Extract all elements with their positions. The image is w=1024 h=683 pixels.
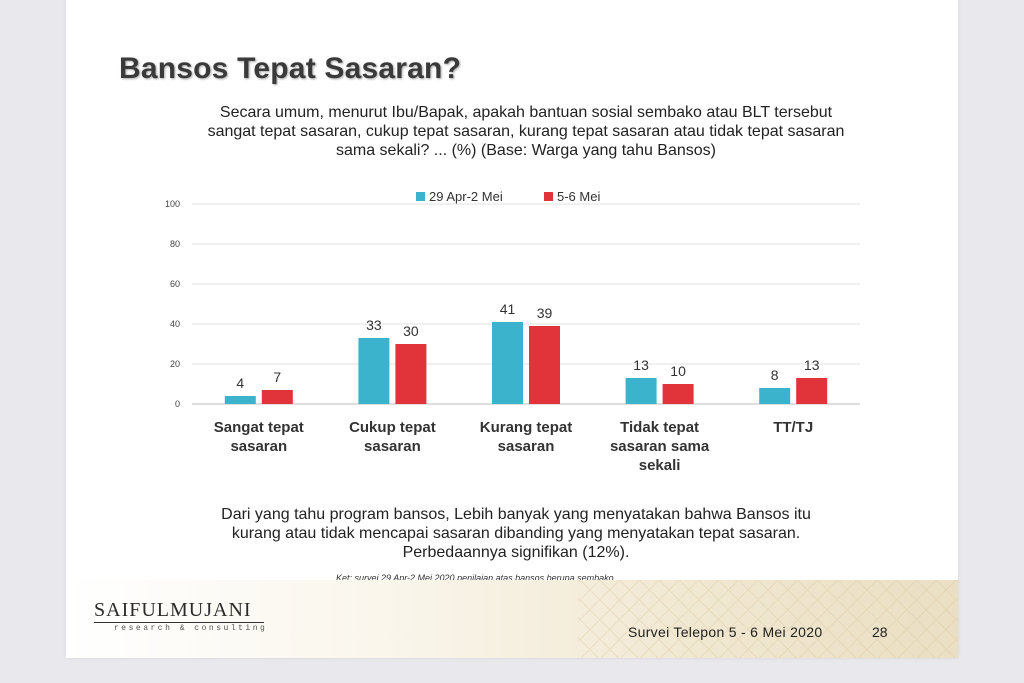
conclusion-text: Dari yang tahu program bansos, Lebih ban… <box>166 505 866 562</box>
bar-chart: 0 20 40 60 80 100 29 Apr-2 Mei 5-6 Mei 4 7 Sangat … <box>165 189 860 474</box>
slide: Bansos Tepat Sasaran? Secara umum, menur… <box>66 0 958 658</box>
category-label: sasaran <box>364 438 421 455</box>
bar <box>261 390 293 404</box>
legend-label: 29 Apr-2 Mei <box>429 189 503 204</box>
data-label: 10 <box>670 363 686 379</box>
survey-label: Survei Telepon 5 - 6 Mei 2020 <box>628 624 823 640</box>
footer-pattern <box>578 580 958 658</box>
question-line-1: Secara umum, menurut Ibu/Bapak, apakah b… <box>219 104 833 121</box>
data-label: 4 <box>236 375 244 391</box>
bar <box>759 388 791 404</box>
slide-title: Bansos Tepat Sasaran? <box>119 52 462 85</box>
question-line-3: sama sekali? ... (%) (Base: Warga yang t… <box>335 142 716 159</box>
y-tick-label: 40 <box>170 319 180 329</box>
bar <box>662 384 694 404</box>
category-label: sekali <box>639 457 681 474</box>
legend-label: 5-6 Mei <box>557 189 600 204</box>
data-label: 7 <box>273 369 281 385</box>
conclusion-line-3: Perbedaannya signifikan (12%). <box>402 544 630 561</box>
data-label: 30 <box>403 323 419 339</box>
brand-underline <box>94 622 264 623</box>
bar <box>529 326 560 404</box>
legend-swatch <box>416 192 425 201</box>
data-label: 41 <box>500 301 516 317</box>
survey-question: Secara umum, menurut Ibu/Bapak, apakah b… <box>146 103 906 160</box>
category-label: Sangat tepat <box>214 419 304 436</box>
bar <box>492 322 523 404</box>
category-label: Tidak tepat <box>620 419 699 436</box>
legend-swatch <box>544 192 553 201</box>
conclusion-line-2: kurang atau tidak mencapai sasaran diban… <box>231 525 801 542</box>
question-line-2: sangat tepat sasaran, cukup tepat sasara… <box>207 123 845 140</box>
footer-band <box>66 580 958 658</box>
category-label: sasaran <box>230 438 287 455</box>
category-label: Kurang tepat <box>480 419 573 436</box>
y-tick-label: 20 <box>170 359 180 369</box>
data-label: 39 <box>537 305 553 321</box>
bar <box>358 338 390 404</box>
y-tick-label: 60 <box>170 279 180 289</box>
brand-subtitle: research & consulting <box>114 624 268 633</box>
data-label: 13 <box>633 357 649 373</box>
page-number: 28 <box>872 624 888 640</box>
data-label: 8 <box>771 367 779 383</box>
conclusion-line-1: Dari yang tahu program bansos, Lebih ban… <box>221 506 811 523</box>
bar <box>625 378 657 404</box>
category-label: Cukup tepat <box>349 419 436 436</box>
category-label: TT/TJ <box>773 419 813 436</box>
data-label: 13 <box>804 357 820 373</box>
brand-logo-text: SAIFULMUJANI <box>94 599 252 621</box>
y-tick-label: 100 <box>165 199 180 209</box>
bar <box>224 396 256 404</box>
data-label: 33 <box>366 317 382 333</box>
category-label: sasaran <box>498 438 555 455</box>
category-label: sasaran sama <box>610 438 710 455</box>
survey-note: Ket: survei 29 Apr-2 Mei 2020 penilaian … <box>336 573 614 583</box>
bar <box>395 344 427 404</box>
y-tick-label: 0 <box>175 399 180 409</box>
y-tick-label: 80 <box>170 239 180 249</box>
bar <box>796 378 828 404</box>
